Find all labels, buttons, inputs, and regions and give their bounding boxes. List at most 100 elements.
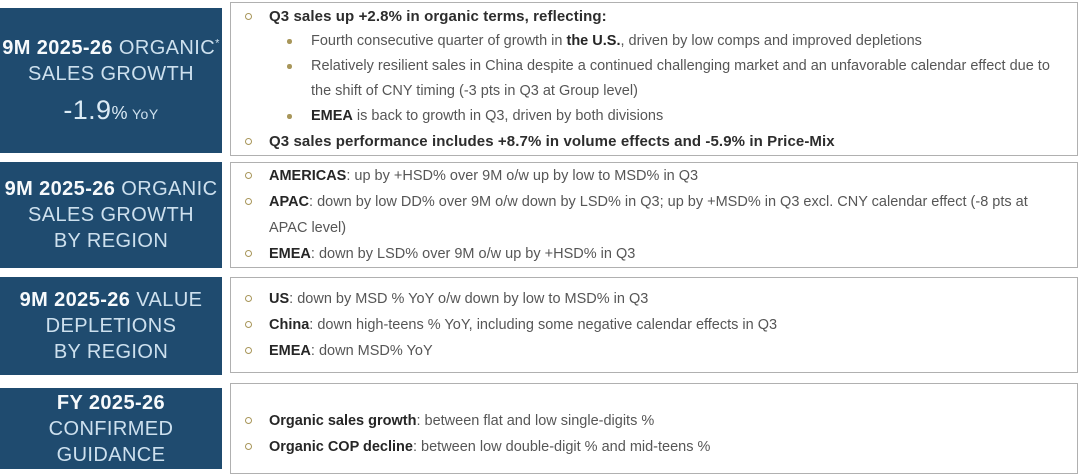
text-segment: China [269,317,310,333]
text-segment: , driven by low comps and improved deple… [620,33,922,49]
text-segment: : down by LSD% over 9M o/w up by +HSD% i… [310,246,636,262]
label-text-segment: % [111,102,128,123]
label-line: BY REGION [54,339,168,365]
label-line: BY REGION [54,228,168,254]
label-text-segment: BY REGION [53,230,169,252]
circle-bullet-icon [245,241,254,266]
label-text-segment: -1.9 [63,94,112,125]
label-text-segment: SALES GROWTH [28,204,194,226]
text-segment: : between flat and low single-digits % [416,412,655,429]
text-segment: : down by low DD% over 9M o/w down by LS… [269,194,1028,236]
bullet-item: Q3 sales performance includes +8.7% in v… [231,129,1077,154]
label-line: DEPLETIONS [46,313,177,339]
bullet-text: EMEA: down by LSD% over 9M o/w up by +HS… [269,241,1077,267]
label-text-segment: YoY [127,105,159,122]
dot-bullet-icon [287,104,293,129]
dot-bullet-icon [287,54,293,79]
bullet-text: US: down by MSD % YoY o/w down by low to… [269,286,1077,312]
bullet-item: EMEA: down MSD% YoY [231,338,1077,364]
label-text-segment: VALUE [130,289,203,311]
label-line: 9M 2025-26 ORGANIC* [2,35,220,61]
bullet-text: Fourth consecutive quarter of growth in … [311,29,1077,54]
bullet-item: EMEA is back to growth in Q3, driven by … [231,104,1077,129]
circle-bullet-icon [245,434,254,459]
row-content-confirmed-guidance: Organic sales growth: between flat and l… [230,383,1078,474]
text-segment: : down high-teens % YoY, including some … [309,317,778,333]
text-segment: Relatively resilient sales in China desp… [311,58,1050,99]
label-text-segment: 9M 2025-26 [4,178,116,200]
metric-value: -1.9% YoY [63,94,158,127]
text-segment: the U.S. [566,33,621,49]
text-segment: : down MSD% YoY [310,343,433,359]
label-line: CONFIRMED [49,416,174,442]
text-segment: : up by +HSD% over 9M o/w up by low to M… [346,168,699,184]
circle-bullet-icon [245,189,254,214]
text-segment: Organic COP decline [269,438,413,455]
row-content-value-depletions-by-region: US: down by MSD % YoY o/w down by low to… [230,277,1078,373]
bullet-item: APAC: down by low DD% over 9M o/w down b… [231,189,1077,241]
text-segment: Organic sales growth [269,412,417,429]
bullet-text: Organic COP decline: between low double-… [269,434,1077,460]
label-text-segment: 9M 2025-26 [19,289,131,311]
bullet-item: US: down by MSD % YoY o/w down by low to… [231,286,1077,312]
footnote-asterisk: * [215,36,220,49]
text-segment: EMEA [269,246,311,262]
row-label-organic-sales-growth-by-region: 9M 2025-26 ORGANIC SALES GROWTH BY REGION [0,162,222,268]
text-segment: is back to growth in Q3, driven by both … [352,108,664,124]
bullet-text: EMEA: down MSD% YoY [269,338,1077,364]
text-segment: Q3 sales performance includes +8.7% in v… [269,133,835,150]
bullet-text: Organic sales growth: between flat and l… [269,408,1077,434]
row-label-organic-sales-growth: 9M 2025-26 ORGANIC* SALES GROWTH -1.9% YoY [0,8,222,153]
row-label-value-depletions-by-region: 9M 2025-26 VALUE DEPLETIONS BY REGION [0,277,222,375]
text-segment: : between low double-digit % and mid-tee… [412,438,711,455]
row-label-confirmed-guidance: FY 2025-26 CONFIRMED GUIDANCE [0,388,222,469]
label-text-segment: ORGANIC [115,178,218,200]
bullet-text: Q3 sales performance includes +8.7% in v… [269,129,1077,154]
circle-bullet-icon [245,4,254,29]
bullet-item: China: down high-teens % YoY, including … [231,312,1077,338]
label-line: GUIDANCE [57,442,166,468]
bullet-item: Organic sales growth: between flat and l… [231,408,1077,434]
text-segment: EMEA [269,343,311,359]
text-segment: Q3 sales up +2.8% in organic terms, refl… [269,8,607,25]
circle-bullet-icon [245,286,254,311]
text-segment: : down by MSD % YoY o/w down by low to M… [289,291,649,307]
row-content-organic-sales-growth: Q3 sales up +2.8% in organic terms, refl… [230,2,1078,156]
bullet-item: Organic COP decline: between low double-… [231,434,1077,460]
text-segment: APAC [269,194,310,210]
bullet-text: APAC: down by low DD% over 9M o/w down b… [269,189,1077,241]
bullet-item: Relatively resilient sales in China desp… [231,54,1077,104]
bullet-item: EMEA: down by LSD% over 9M o/w up by +HS… [231,241,1077,267]
text-segment: US [269,291,290,307]
circle-bullet-icon [245,338,254,363]
text-segment: EMEA [311,108,353,124]
label-text-segment: 9M 2025-26 [2,36,113,59]
text-segment: Fourth consecutive quarter of growth in [311,33,567,49]
circle-bullet-icon [245,163,254,188]
bullet-text: AMERICAS: up by +HSD% over 9M o/w up by … [269,163,1077,189]
circle-bullet-icon [245,312,254,337]
dot-bullet-icon [287,29,293,54]
label-text-segment: CONFIRMED [48,417,174,440]
circle-bullet-icon [245,129,254,154]
bullet-item: Q3 sales up +2.8% in organic terms, refl… [231,4,1077,29]
label-line: FY 2025-26 [57,390,165,416]
label-text-segment: ORGANIC [112,36,216,59]
row-content-organic-sales-growth-by-region: AMERICAS: up by +HSD% over 9M o/w up by … [230,162,1078,268]
label-text-segment: DEPLETIONS [45,315,177,337]
label-text-segment: SALES GROWTH [28,62,194,85]
label-text-segment: BY REGION [53,341,169,363]
bullet-item: Fourth consecutive quarter of growth in … [231,29,1077,54]
bullet-text: EMEA is back to growth in Q3, driven by … [311,104,1077,129]
bullet-item: AMERICAS: up by +HSD% over 9M o/w up by … [231,163,1077,189]
circle-bullet-icon [245,408,254,433]
bullet-text: Q3 sales up +2.8% in organic terms, refl… [269,4,1077,29]
label-line: SALES GROWTH [28,61,194,87]
text-segment: AMERICAS [269,168,347,184]
label-line: 9M 2025-26 VALUE [20,287,203,313]
label-text-segment: FY 2025-26 [56,391,166,414]
label-line: SALES GROWTH [28,202,194,228]
bullet-text: China: down high-teens % YoY, including … [269,312,1077,338]
label-line: 9M 2025-26 ORGANIC [5,176,218,202]
